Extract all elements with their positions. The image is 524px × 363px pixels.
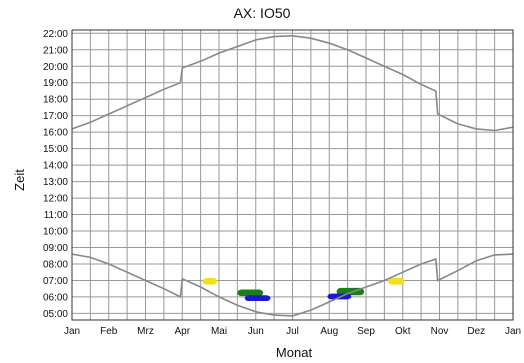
x-tick-label: Jan [64,326,80,337]
curves [71,34,514,317]
y-tick-label: 14:00 [43,161,68,172]
x-tick-labels: Jan Feb Mrz Apr Mai Jun Jul Aug Sep Okt Nov Dez Jan [64,326,521,337]
y-tick-label: 22:00 [43,29,68,40]
yellow-mark [202,277,218,285]
y-tick-label: 12:00 [43,194,68,205]
x-tick-label: Jun [248,326,264,337]
y-tick-label: 06:00 [43,292,68,303]
y-tick-label: 10:00 [43,227,68,238]
y-tick-label: 17:00 [43,111,68,122]
chart-title: AX: IO50 [234,5,291,21]
y-tick-labels: 05:00 06:00 07:00 08:00 09:00 10:00 11:00 12:00… [43,29,68,320]
x-tick-label: Okt [395,326,411,337]
y-tick-label: 19:00 [43,78,68,89]
y-tick-label: 16:00 [43,128,68,139]
x-tick-label: Mrz [137,326,154,337]
data-marks [202,277,405,302]
y-axis-label: Zeit [12,169,27,191]
sunrise-curve [71,253,514,317]
plot-frame [71,29,514,321]
x-tick-label: Dez [467,326,485,337]
y-tick-label: 09:00 [43,243,68,254]
x-axis-label: Monat [276,345,313,360]
x-tick-label: Aug [320,326,338,337]
y-tick-label: 20:00 [43,62,68,73]
y-tick-label: 13:00 [43,177,68,188]
blue-mark [244,295,271,302]
y-tick-label: 21:00 [43,45,68,56]
y-tick-label: 05:00 [43,309,68,320]
yellow-mark [388,277,405,285]
x-tick-label: Jan [505,326,521,337]
y-tick-label: 11:00 [44,210,69,221]
x-tick-label: Apr [174,326,190,337]
x-tick-label: Jul [286,326,299,337]
y-tick-label: 07:00 [43,276,68,287]
y-tick-label: 08:00 [43,259,68,270]
x-tick-label: Sep [357,326,375,337]
green-mark [237,289,264,297]
y-tick-label: 18:00 [43,95,68,106]
x-tick-label: Nov [431,326,449,337]
x-tick-label: Feb [100,326,118,337]
x-tick-label: Mai [211,326,227,337]
y-tick-label: 15:00 [43,144,68,155]
sunset-curve [71,34,514,132]
